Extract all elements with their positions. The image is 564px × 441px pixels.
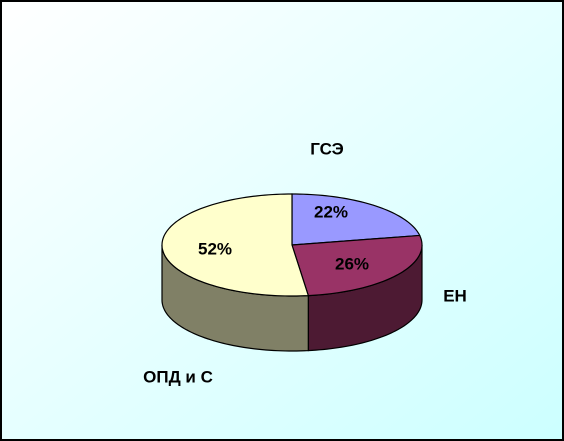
category-label: ЕН xyxy=(443,286,467,305)
pie-slice xyxy=(291,193,421,246)
pie-slice xyxy=(161,193,310,297)
category-label: ГСЭ xyxy=(310,139,344,158)
value-label: 22% xyxy=(314,202,348,221)
pie-slice xyxy=(291,234,423,297)
category-label: ОПД и С xyxy=(143,367,213,386)
value-label: 52% xyxy=(198,239,232,258)
value-label: 26% xyxy=(335,254,369,273)
